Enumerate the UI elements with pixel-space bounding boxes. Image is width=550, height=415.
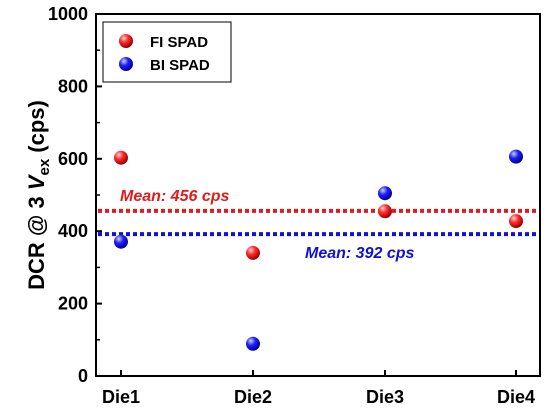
y-axis: 0 200 400 600 800 1000 (48, 4, 102, 386)
y-tick-label: 0 (78, 366, 88, 386)
y-axis-title-prefix: DCR @ 3 (24, 190, 49, 290)
data-point-bi-spad (246, 336, 260, 351)
x-tick-label: Die1 (102, 387, 140, 407)
y-tick-label: 200 (58, 294, 88, 314)
x-axis: Die1 Die2 Die3 Die4 (102, 370, 535, 407)
data-point-fi-spad (509, 214, 523, 229)
y-axis-title-sub: ex (36, 158, 53, 175)
y-axis-title-var: V (24, 173, 49, 190)
data-point-bi-spad (378, 186, 392, 201)
mean-label: Mean: 392 cps (305, 245, 414, 262)
data-points (114, 149, 523, 351)
legend-label-bi-spad: BI SPAD (150, 57, 210, 74)
data-point-fi-spad (246, 245, 260, 260)
legend-marker-fi-spad (119, 34, 133, 48)
data-point-fi-spad (378, 204, 392, 219)
y-axis-title-suffix: (cps) (24, 100, 49, 159)
legend: FI SPAD BI SPAD (102, 21, 232, 83)
legend-marker-bi-spad (119, 57, 133, 71)
y-tick-label: 1000 (48, 4, 88, 24)
y-axis-title: DCR @ 3 Vex (cps) (24, 100, 53, 290)
x-tick-label: Die4 (497, 387, 535, 407)
y-tick-label: 600 (58, 149, 88, 169)
y-tick-label: 800 (58, 76, 88, 96)
mean-label: Mean: 456 cps (120, 188, 229, 205)
data-point-bi-spad (114, 234, 128, 249)
mean-lines: Mean: 456 cps Mean: 392 cps (98, 188, 538, 262)
legend-box (102, 21, 232, 83)
data-point-fi-spad (114, 150, 128, 165)
y-tick-label: 400 (58, 221, 88, 241)
legend-label-fi-spad: FI SPAD (150, 34, 208, 51)
x-tick-label: Die3 (366, 387, 404, 407)
x-tick-label: Die2 (234, 387, 272, 407)
data-point-bi-spad (509, 149, 523, 164)
